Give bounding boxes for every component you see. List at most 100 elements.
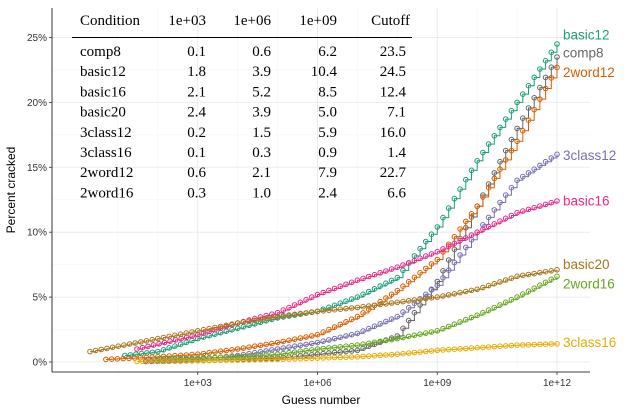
data-point [263,356,270,363]
data-point [525,105,532,111]
table-header-cell: 1e+06 [233,13,271,29]
data-point [303,334,309,340]
data-point [508,136,515,143]
data-point [229,321,235,328]
data-point [377,270,384,276]
data-point [103,356,109,363]
data-point [451,246,458,253]
data-point [388,291,395,298]
table-row: 2word16 0.3 1.0 2.4 6.6 [80,185,407,201]
data-point [468,211,475,217]
data-point [417,245,423,252]
data-point [394,287,401,294]
data-point [354,294,361,300]
data-point [223,347,230,354]
data-point [428,251,435,257]
data-point [274,356,281,363]
series-end-label: basic20 [563,257,610,272]
data-point [229,354,235,360]
table-cell: 0.9 [318,145,337,161]
data-point [257,349,264,355]
data-point [542,85,549,92]
data-point [178,358,184,364]
data-point [217,325,224,331]
data-point [155,348,161,355]
data-point [274,339,281,346]
data-point [252,352,258,359]
data-point [428,348,435,354]
data-point [383,280,389,287]
data-point [497,124,503,131]
data-point [417,349,423,355]
data-point [463,244,469,251]
data-point [139,358,146,365]
data-point [120,355,126,362]
data-point [309,333,315,339]
data-point [508,212,515,219]
data-point [189,329,195,335]
table-cell: comp8 [80,44,121,60]
data-point [291,311,298,318]
data-point [463,235,469,241]
data-point [457,252,463,258]
data-point [348,342,355,349]
data-point [337,321,344,328]
table-row: basic12 1.8 3.9 10.4 24.5 [80,64,406,80]
data-point [491,207,498,213]
data-point [366,340,372,347]
data-point [440,293,446,299]
data-point [280,313,287,319]
data-point [457,346,463,352]
data-point [314,291,321,298]
data-point [434,328,441,334]
data-point [291,356,298,362]
data-point [366,273,372,280]
data-point [451,195,458,202]
data-point [400,298,406,305]
data-point [291,343,298,350]
data-point [240,353,247,360]
table-cell: 7.9 [318,165,337,181]
data-point [252,317,258,324]
data-point [428,287,435,293]
data-point [463,316,469,323]
data-point [411,332,418,339]
series-line-2word16 [157,276,558,360]
data-point [314,339,321,346]
data-point [548,75,555,81]
series-layer [87,41,560,365]
data-point [291,336,298,343]
data-point [309,309,315,315]
data-point [468,287,475,294]
data-point [343,305,349,312]
data-point [200,357,207,364]
series-3class16 [134,341,560,365]
data-point [161,358,168,364]
data-point [280,338,287,345]
data-point [537,162,543,169]
table-header-cell: Condition [80,13,141,29]
data-point [377,352,384,359]
table-row: comp8 0.1 0.6 6.2 23.5 [80,44,406,60]
data-point [388,351,395,358]
data-point [485,282,492,289]
table-cell: 1.8 [187,64,206,80]
data-point [542,57,549,64]
data-point [417,331,423,338]
data-point [360,275,366,282]
table-cell: 24.5 [380,64,406,80]
data-point [497,199,503,206]
data-point [240,357,247,363]
data-point [531,95,538,101]
data-point [354,342,361,348]
data-point [440,275,446,281]
data-point [474,158,481,164]
data-point [257,316,264,323]
data-point [371,339,378,346]
data-point [502,215,509,222]
data-point [394,264,401,271]
data-point [537,203,543,209]
data-point [183,330,190,336]
data-point [525,342,532,348]
